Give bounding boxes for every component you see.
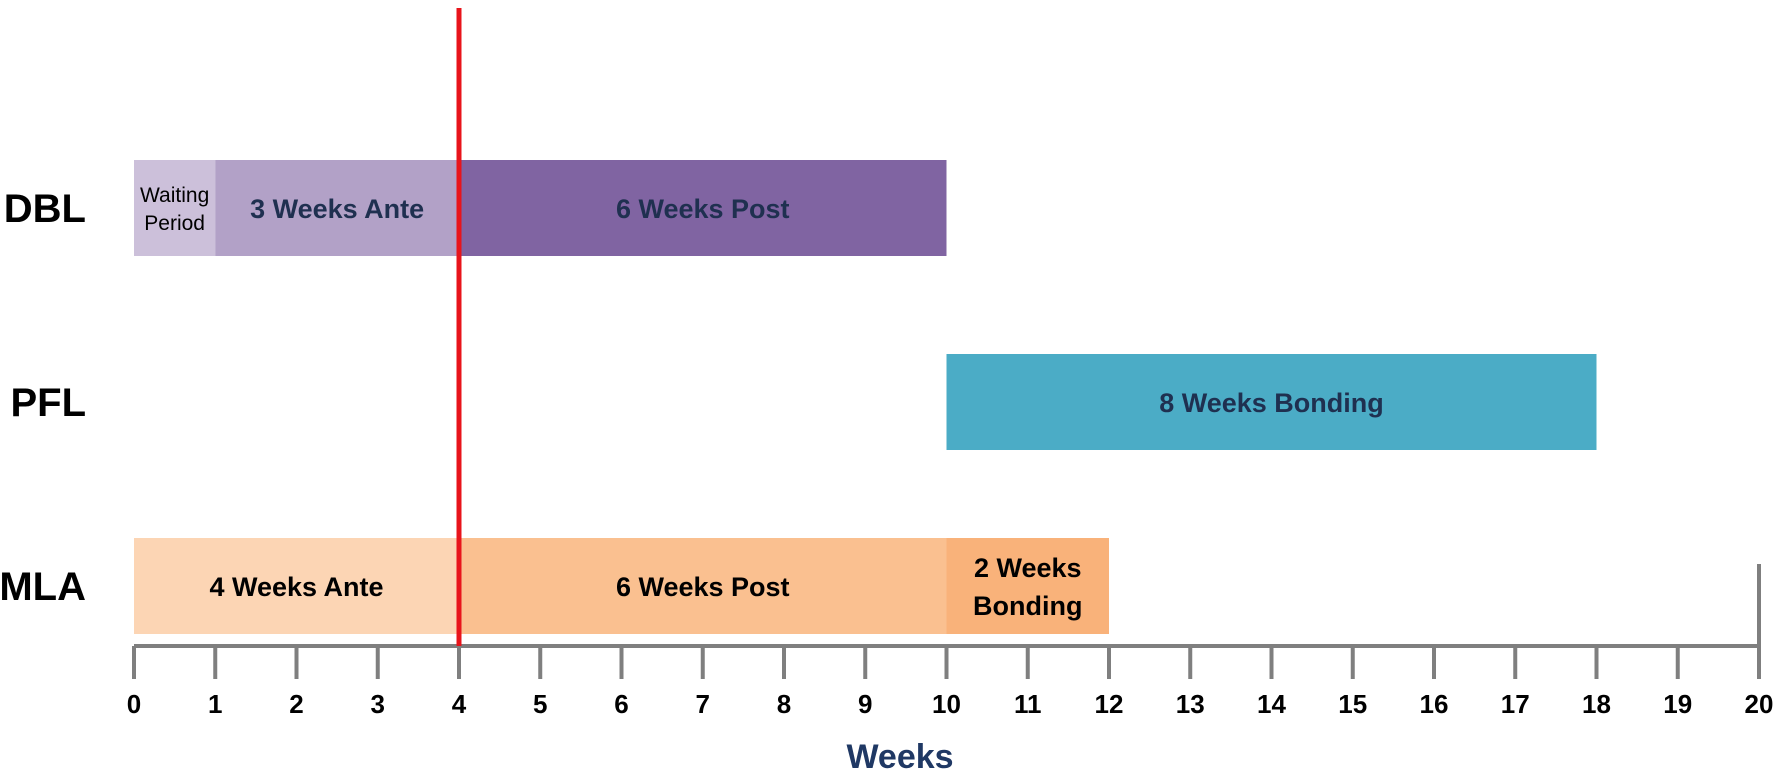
x-tick-label: 6 <box>614 689 628 719</box>
x-tick-label: 18 <box>1582 689 1611 719</box>
bar-segment-dbl-0 <box>134 160 216 256</box>
bar-segment-mla-0 <box>134 538 459 634</box>
bar-label-mla-0: 4 Weeks Ante <box>209 572 383 602</box>
x-tick-label: 9 <box>858 689 872 719</box>
x-tick-label: 8 <box>777 689 791 719</box>
x-tick-label: 15 <box>1338 689 1367 719</box>
bars-layer: Waiting Period 3 Weeks Ante 6 Weeks Post 8 W… <box>134 160 1597 634</box>
x-tick-label: 10 <box>932 689 961 719</box>
x-tick-label: 7 <box>696 689 710 719</box>
x-tick-label: 13 <box>1176 689 1205 719</box>
x-axis: 0 1 2 3 4 5 6 7 8 9 10 11 12 13 14 15 16 17 18 19 20 <box>127 564 1774 719</box>
x-tick-label: 4 <box>452 689 467 719</box>
x-tick-label: 16 <box>1420 689 1449 719</box>
row-label-mla: MLA <box>0 565 86 609</box>
bar-label-dbl-1: 3 Weeks Ante <box>250 194 424 224</box>
x-tick-label: 1 <box>208 689 222 719</box>
bar-segment-pfl-0 <box>946 354 1597 450</box>
bar-segment-mla-1 <box>459 538 947 634</box>
row-labels-layer: DBL PFL MLA <box>0 187 86 609</box>
x-tick-label: 14 <box>1257 689 1286 719</box>
x-tick-label: 11 <box>1014 689 1042 719</box>
x-tick-label: 0 <box>127 689 141 719</box>
row-label-pfl: PFL <box>10 381 86 425</box>
row-label-dbl: DBL <box>4 187 86 231</box>
bar-segment-mla-2 <box>946 538 1109 634</box>
bar-label-dbl-0: Waiting Period <box>140 184 209 235</box>
bar-label-dbl-2: 6 Weeks Post <box>616 194 790 224</box>
bar-label-mla-1: 6 Weeks Post <box>616 572 790 602</box>
x-tick-label: 20 <box>1745 689 1774 719</box>
bar-label-mla-2: 2 Weeks Bonding <box>973 553 1082 621</box>
x-tick-label: 5 <box>533 689 547 719</box>
x-tick-label: 2 <box>289 689 303 719</box>
bar-segment-dbl-2 <box>459 160 947 256</box>
x-tick-label: 19 <box>1663 689 1692 719</box>
x-tick-label: 12 <box>1095 689 1124 719</box>
bar-segment-dbl-1 <box>215 160 459 256</box>
x-axis-title: Weeks <box>846 738 953 776</box>
bar-label-pfl-0: 8 Weeks Bonding <box>1159 388 1384 418</box>
x-tick-label: 3 <box>371 689 385 719</box>
x-tick-label: 17 <box>1501 689 1530 719</box>
